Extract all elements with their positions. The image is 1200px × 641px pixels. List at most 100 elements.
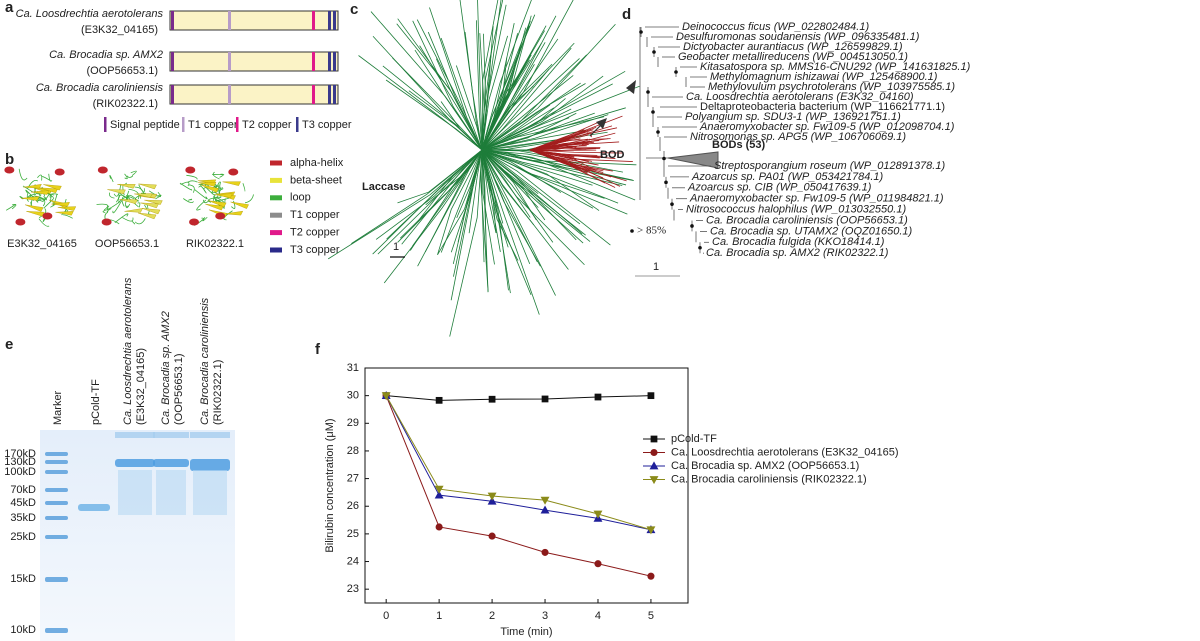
branch xyxy=(372,35,483,151)
series-line xyxy=(386,395,651,401)
taxon-label: Ca. Brocadia fulgida (KKO18414.1) xyxy=(712,236,885,248)
legend-label: Signal peptide xyxy=(110,119,180,131)
beta-sheet xyxy=(141,208,161,215)
lane-label: (RIK02322.1) xyxy=(212,360,224,425)
legend-swatch xyxy=(182,117,185,132)
marker xyxy=(434,490,444,499)
loop xyxy=(188,198,193,201)
gel-smear xyxy=(118,470,152,515)
loop xyxy=(109,174,114,183)
loop xyxy=(106,208,112,213)
beta-sheet xyxy=(57,206,77,211)
ladder-band xyxy=(45,460,68,464)
branch xyxy=(481,21,531,151)
signal-peptide xyxy=(171,52,174,71)
loop xyxy=(43,197,47,201)
loop xyxy=(117,194,128,201)
panel-label: d xyxy=(622,6,631,23)
loop xyxy=(38,218,50,227)
loop xyxy=(183,198,194,204)
legend-swatch xyxy=(236,117,239,132)
beta-sheet xyxy=(134,193,153,198)
protein-structure xyxy=(4,166,77,227)
marker-size: 10kD xyxy=(10,624,36,636)
x-tick-label: 4 xyxy=(595,610,601,622)
branch xyxy=(481,149,593,186)
marker xyxy=(488,532,496,540)
gel-band xyxy=(115,459,155,467)
branch xyxy=(358,55,483,151)
taxon-label: Geobacter metallireducens (WP_004513050.… xyxy=(678,51,908,63)
alpha-helix xyxy=(185,166,196,174)
marker xyxy=(435,396,443,404)
loop xyxy=(112,200,122,214)
loop xyxy=(43,197,55,209)
taxon-label: Polyangium sp. SDU3-1 (WP_136921751.1) xyxy=(685,111,901,123)
legend-swatch xyxy=(270,230,282,236)
series-line xyxy=(385,395,652,577)
marker-size: 170kD xyxy=(4,448,36,460)
t3-site xyxy=(328,11,331,30)
x-tick-label: 5 xyxy=(648,610,654,622)
legend-label: T1 copper xyxy=(188,119,238,131)
arrowhead xyxy=(596,118,607,129)
panel-label: e xyxy=(5,336,13,353)
beta-sheet xyxy=(140,202,159,209)
taxon-label: Deltaproteobacteria bacterium (WP_116621… xyxy=(700,101,945,113)
loop xyxy=(199,185,207,194)
loop xyxy=(30,200,32,206)
protein-id: (RIK02322.1) xyxy=(93,98,158,110)
marker xyxy=(435,523,443,531)
branch xyxy=(481,58,580,151)
loop xyxy=(41,176,52,182)
series-line xyxy=(385,395,652,531)
plot-frame xyxy=(364,367,689,604)
loop xyxy=(148,190,161,198)
gel-smear xyxy=(193,470,227,515)
alpha-helix xyxy=(54,168,65,176)
branch xyxy=(481,149,540,315)
support-dot xyxy=(690,224,694,228)
loop xyxy=(18,168,28,181)
marker xyxy=(381,392,391,401)
ladder-band xyxy=(45,577,68,582)
lane-label: pCold-TF xyxy=(90,379,102,425)
beta-sheet xyxy=(138,212,157,220)
marker xyxy=(434,485,444,494)
loop xyxy=(219,173,224,178)
loop xyxy=(37,174,43,181)
marker xyxy=(541,395,549,403)
support-dot xyxy=(651,110,655,114)
beta-sheet xyxy=(214,193,233,198)
marker xyxy=(488,395,496,403)
taxon-label: Anaeromyxobacter sp. Fw109-5 (WP_0119848… xyxy=(689,193,944,205)
ladder-band xyxy=(45,470,68,474)
branch xyxy=(481,149,495,265)
branch xyxy=(370,11,483,151)
branch xyxy=(437,149,483,255)
loop xyxy=(194,189,208,200)
branch xyxy=(481,149,541,267)
branch xyxy=(481,57,508,151)
marker xyxy=(646,526,656,535)
loop xyxy=(96,203,109,211)
branch xyxy=(529,149,621,187)
loop xyxy=(196,199,207,211)
alpha-helix xyxy=(189,218,200,226)
loop xyxy=(215,195,230,201)
loop xyxy=(242,183,246,192)
marker xyxy=(540,496,550,505)
taxon-label: Methylovulum psychrotolerans (WP_1039755… xyxy=(708,81,955,93)
marker xyxy=(649,461,659,470)
branch xyxy=(529,149,633,162)
support-dot xyxy=(656,130,660,134)
branch xyxy=(481,116,605,151)
y-tick-label: 25 xyxy=(347,528,359,540)
loop xyxy=(207,196,220,203)
branch xyxy=(481,149,581,225)
legend-label: T3 copper xyxy=(302,119,352,131)
loop xyxy=(122,217,134,222)
branch xyxy=(481,104,551,151)
branch xyxy=(417,149,483,267)
panel-label: b xyxy=(5,151,14,168)
